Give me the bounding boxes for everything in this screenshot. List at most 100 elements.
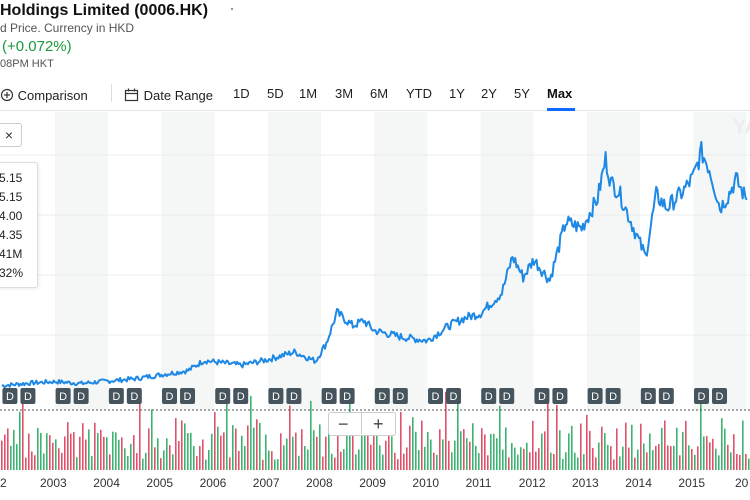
volume-bar <box>241 435 243 470</box>
dividend-marker[interactable]: D <box>108 388 124 404</box>
dividend-marker[interactable]: D <box>428 388 444 404</box>
x-tick-label: 2014 <box>625 476 652 490</box>
dividend-marker[interactable]: D <box>233 388 249 404</box>
volume-bar <box>31 451 33 470</box>
range-6m[interactable]: 6M <box>370 86 389 101</box>
year-bands <box>55 112 747 410</box>
date-range-button[interactable]: Date Range <box>124 86 213 103</box>
svg-text:D: D <box>59 391 67 403</box>
svg-text:D: D <box>432 391 440 403</box>
dividend-marker[interactable]: D <box>481 388 497 404</box>
year-band <box>161 112 215 410</box>
dividend-marker[interactable]: D <box>286 388 302 404</box>
volume-bar <box>25 457 27 470</box>
volume-bar <box>214 412 216 470</box>
volume-bar <box>370 444 372 470</box>
volume-bar <box>340 451 342 470</box>
volume-bar <box>451 452 453 470</box>
volume-bar <box>463 429 465 470</box>
dividend-marker[interactable]: D <box>339 388 355 404</box>
zoom-out-button[interactable]: − <box>338 414 349 434</box>
volume-bar <box>82 423 84 470</box>
range-max[interactable]: Max <box>547 86 573 101</box>
dividend-marker[interactable]: D <box>20 388 36 404</box>
volume-bar <box>433 452 435 470</box>
dividend-marker[interactable]: D <box>640 388 656 404</box>
range-ytd[interactable]: YTD <box>406 86 432 101</box>
volume-bar <box>544 431 546 470</box>
volume-bar <box>568 433 570 470</box>
range-1y[interactable]: 1Y <box>449 86 465 101</box>
volume-bar <box>607 445 609 470</box>
volume-bar <box>691 448 693 470</box>
dividend-marker[interactable]: D <box>605 388 621 404</box>
dividend-marker[interactable]: D <box>55 388 71 404</box>
dividend-marker[interactable]: D <box>73 388 89 404</box>
volume-bar <box>34 455 36 470</box>
range-3m[interactable]: 3M <box>335 86 354 101</box>
dividend-marker[interactable]: D <box>499 388 515 404</box>
range-5d[interactable]: 5D <box>267 86 284 101</box>
volume-bar <box>547 400 549 470</box>
svg-text:D: D <box>538 391 546 403</box>
tooltip-percent: 32% <box>0 266 24 280</box>
volume-bar <box>421 420 423 470</box>
volume-bar <box>19 411 21 470</box>
volume-bar <box>580 423 582 470</box>
volume-bar <box>694 454 696 470</box>
volume-bar <box>91 456 93 470</box>
dividend-marker[interactable]: D <box>587 388 603 404</box>
volume-bar <box>259 422 261 470</box>
dividend-marker[interactable]: D <box>712 388 728 404</box>
dividend-marker[interactable]: D <box>446 388 462 404</box>
dividend-marker[interactable]: D <box>392 388 408 404</box>
dividend-marker[interactable]: D <box>268 388 284 404</box>
volume-bar <box>496 438 498 470</box>
volume-bar <box>736 454 738 470</box>
range-1m[interactable]: 1M <box>299 86 318 101</box>
dividend-marker[interactable]: D <box>658 388 674 404</box>
volume-bar <box>730 452 732 470</box>
dividend-marker[interactable]: D <box>552 388 568 404</box>
range-1d[interactable]: 1D <box>233 86 250 101</box>
volume-bar <box>661 427 663 470</box>
volume-bar <box>529 452 531 470</box>
dividend-marker[interactable]: D <box>694 388 710 404</box>
dividend-marker[interactable]: D <box>215 388 231 404</box>
volume-bar <box>190 432 192 470</box>
comparison-button[interactable]: Comparison <box>0 86 88 103</box>
close-button[interactable]: × <box>0 123 22 147</box>
price-subtitle: d Price. Currency in HKD <box>0 21 135 35</box>
x-tick-label: 2003 <box>40 476 67 490</box>
svg-text:D: D <box>166 391 174 403</box>
range-5y[interactable]: 5Y <box>514 86 530 101</box>
zoom-in-button[interactable]: + <box>373 414 384 434</box>
dividend-marker[interactable]: D <box>162 388 178 404</box>
volume-bar <box>478 453 480 470</box>
volume-bar <box>121 437 123 470</box>
volume-bar <box>472 423 474 470</box>
volume-bar <box>724 428 726 470</box>
volume-bar <box>7 428 9 470</box>
dividend-marker[interactable]: D <box>2 388 18 404</box>
dividend-marker[interactable]: D <box>321 388 337 404</box>
year-band <box>480 112 534 410</box>
volume-bar <box>277 459 279 470</box>
svg-text:D: D <box>219 391 227 403</box>
dividend-marker[interactable]: D <box>126 388 142 404</box>
dividend-marker[interactable]: D <box>534 388 550 404</box>
toolbar-divider <box>111 84 112 102</box>
x-tick-label: 20 <box>735 476 749 490</box>
dividend-marker[interactable]: D <box>180 388 196 404</box>
volume-bar <box>163 450 165 470</box>
volume-bar <box>391 436 393 470</box>
volume-bar <box>670 446 672 470</box>
volume-bar <box>382 454 384 470</box>
dividend-marker[interactable]: D <box>374 388 390 404</box>
volume-bar <box>331 453 333 470</box>
range-2y[interactable]: 2Y <box>481 86 497 101</box>
volume-bar <box>424 446 426 470</box>
volume-bar <box>256 419 258 470</box>
volume-bar <box>562 458 564 470</box>
